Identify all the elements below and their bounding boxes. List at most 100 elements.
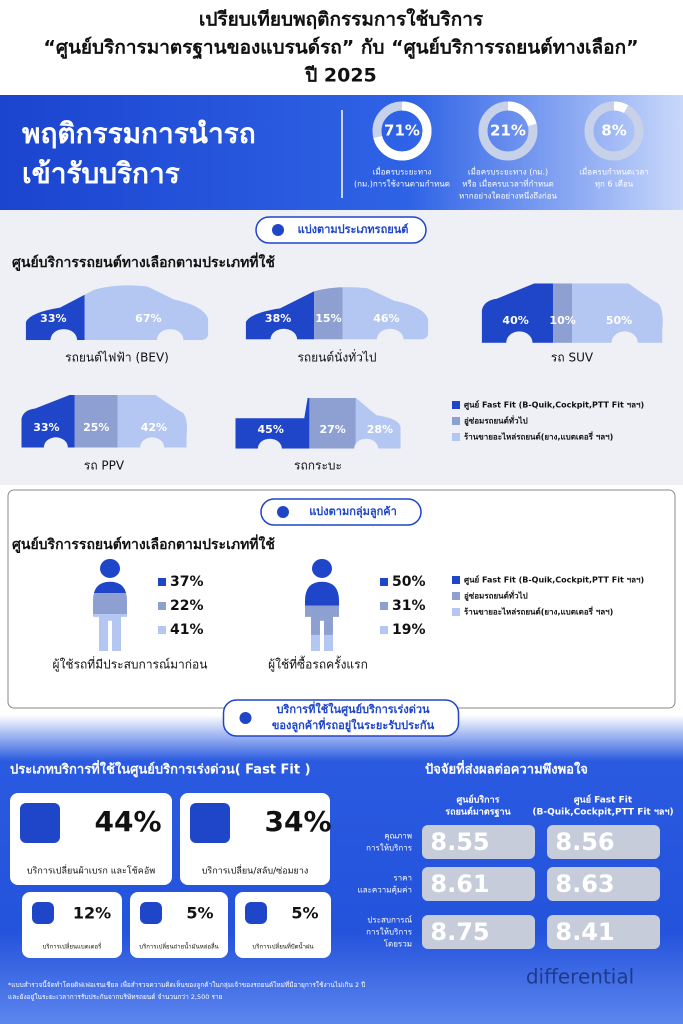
logo: differential bbox=[526, 965, 634, 989]
wheel bbox=[257, 438, 282, 459]
tag-icon bbox=[272, 224, 284, 236]
tag-pill bbox=[255, 216, 427, 244]
service-icon bbox=[20, 803, 60, 843]
value-label: 41% bbox=[170, 622, 204, 638]
value-label: 22% bbox=[170, 598, 204, 614]
tag: ของลูกค้าที่รถอยู่ในระยะรับประกัน bbox=[272, 717, 435, 733]
donut-caption: ทุก 6 เดือน bbox=[595, 180, 634, 189]
legend-label: ศูนย์ Fast Fit (B-Quik,Cockpit,PTT Fit ฯ… bbox=[464, 400, 644, 411]
value-label: 31% bbox=[392, 598, 426, 614]
score-box bbox=[422, 867, 535, 901]
service-icon bbox=[190, 803, 230, 843]
donut-caption: เมื่อครบระยะทาง (กม.) bbox=[468, 166, 548, 177]
value-swatch bbox=[380, 578, 388, 586]
donut-caption: หรือ เมื่อครบเวลาที่กำหนด bbox=[462, 178, 554, 189]
tag: แบ่งตามประเภทรถยนต์ bbox=[298, 223, 409, 236]
title: “ศูนย์บริการมาตรฐานของแบรนด์รถ” กับ “ศูน… bbox=[43, 37, 638, 61]
segment-label: 25% bbox=[83, 421, 109, 434]
segment-label: 46% bbox=[373, 312, 399, 325]
tag-icon bbox=[239, 712, 252, 724]
column-header: (B-Quik,Cockpit,PTT Fit ฯลฯ) bbox=[532, 808, 673, 818]
car-label: รถยนต์ไฟฟ้า (BEV) bbox=[65, 351, 169, 365]
segment-label: 33% bbox=[33, 421, 59, 434]
segment-label: 50% bbox=[606, 314, 632, 327]
service-value: 5% bbox=[186, 904, 213, 923]
value-label: 37% bbox=[170, 574, 204, 590]
legend-swatch bbox=[452, 417, 460, 425]
group-label: ผู้ใช้รถที่มีประสบการณ์มาก่อน bbox=[53, 656, 208, 673]
segment-label: 38% bbox=[265, 312, 291, 325]
car-segment bbox=[309, 397, 356, 449]
row-label: ประสบการณ์ bbox=[367, 915, 412, 925]
donut-arc bbox=[584, 101, 644, 161]
service-label: บริการเปลี่ยน/สลับ/ซ่อมยาง bbox=[202, 864, 309, 877]
banner-title: พฤติกรรมการนำรถ bbox=[22, 117, 256, 150]
column-header: ศูนย์ Fast Fit bbox=[574, 794, 633, 806]
legend-label: อู่ซ่อมรถยนต์ทั่วไป bbox=[464, 590, 528, 602]
car-segment bbox=[553, 283, 572, 343]
segment-label: 42% bbox=[141, 421, 167, 434]
tag-pill bbox=[222, 699, 460, 737]
row-label: การให้บริการ bbox=[366, 844, 413, 853]
car-label: รถกระบะ bbox=[294, 459, 342, 473]
wheel bbox=[376, 328, 404, 350]
tag-icon bbox=[277, 506, 289, 518]
car-segment bbox=[74, 395, 118, 448]
score: 8.56 bbox=[555, 828, 614, 856]
service-value: 12% bbox=[73, 904, 111, 923]
legend-swatch bbox=[452, 433, 460, 441]
row-label: คุณภาพ bbox=[384, 832, 412, 841]
score: 8.55 bbox=[430, 828, 489, 856]
heading: ปัจจัยที่ส่งผลต่อความพึงพอใจ bbox=[425, 760, 588, 778]
donut-arc bbox=[372, 101, 432, 161]
score-box bbox=[547, 867, 660, 901]
donut-label: 8% bbox=[601, 122, 626, 140]
legend-label: ศูนย์ Fast Fit (B-Quik,Cockpit,PTT Fit ฯ… bbox=[464, 575, 644, 586]
value-swatch bbox=[158, 578, 166, 586]
tag: แบ่งตามกลุ่มลูกค้า bbox=[309, 505, 397, 519]
person-segment bbox=[93, 593, 127, 615]
score-box bbox=[422, 915, 535, 949]
wheel bbox=[270, 328, 298, 350]
car-label: รถ SUV bbox=[551, 351, 594, 365]
legend-label: อู่ซ่อมรถยนต์ทั่วไป bbox=[464, 415, 528, 427]
footnote: *แบบสำรวจนี้จัดทำโดยดิฟเฟอเรนเชียล เพื่อ… bbox=[8, 980, 365, 989]
value-swatch bbox=[380, 602, 388, 610]
banner-title: เข้ารับบริการ bbox=[22, 157, 180, 190]
donut-label: 71% bbox=[384, 122, 420, 140]
car-segment bbox=[314, 287, 343, 340]
tag-pill bbox=[260, 498, 422, 526]
service-label: บริการเปลี่ยนแบตเตอรี่ bbox=[43, 943, 103, 951]
value-swatch bbox=[158, 602, 166, 610]
car-label: รถยนต์นั่งทั่วไป bbox=[297, 349, 376, 365]
legend-swatch bbox=[452, 592, 460, 600]
score: 8.75 bbox=[430, 918, 489, 946]
value-label: 50% bbox=[392, 574, 426, 590]
wheel bbox=[354, 438, 379, 459]
segment-label: 28% bbox=[367, 423, 393, 436]
service-label: บริการเปลี่ยนผ้าเบรก และโช้คอัพ bbox=[27, 864, 155, 877]
value-swatch bbox=[380, 626, 388, 634]
segment-label: 67% bbox=[135, 312, 161, 325]
score: 8.41 bbox=[555, 918, 614, 946]
score: 8.63 bbox=[555, 870, 614, 898]
donut-arc bbox=[478, 101, 538, 161]
service-label: บริการเปลี่ยนที่ปัดน้ำฝน bbox=[252, 941, 313, 951]
wheel bbox=[156, 329, 184, 352]
service-value: 5% bbox=[291, 904, 318, 923]
wheel bbox=[611, 331, 638, 355]
score-box bbox=[547, 825, 660, 859]
column-header: ศูนย์บริการ bbox=[456, 794, 499, 806]
legend-swatch bbox=[452, 576, 460, 584]
segment-label: 40% bbox=[502, 314, 528, 327]
footnote: และยังอยู่ในระยะเวลาการรับประกันจากบริษั… bbox=[8, 993, 223, 1001]
score: 8.61 bbox=[430, 870, 489, 898]
service-label: บริการเปลี่ยนถ่ายน้ำมันหล่อลื่น bbox=[139, 941, 218, 951]
donut-caption: หากอย่างใดอย่างหนึ่งถึงก่อน bbox=[459, 190, 558, 201]
tag: บริการที่ใช้ในศูนย์บริการเร่งด่วน bbox=[276, 701, 430, 717]
segment-label: 27% bbox=[319, 423, 345, 436]
service-value: 44% bbox=[94, 805, 161, 838]
car-label: รถ PPV bbox=[84, 459, 125, 473]
service-icon bbox=[140, 902, 162, 924]
